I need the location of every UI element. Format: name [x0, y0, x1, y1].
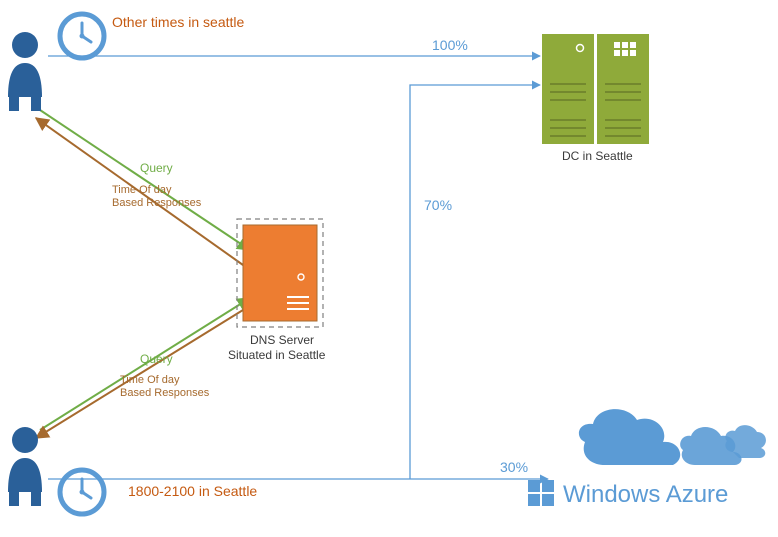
label-azure: Windows Azure: [563, 482, 728, 508]
label-dc: DC in Seattle: [562, 150, 633, 163]
label-tod-top1: Time Of day: [112, 184, 172, 196]
edge-70pct: [410, 85, 540, 479]
clock-top-icon: [60, 14, 104, 58]
label-dns1: DNS Server: [250, 334, 314, 347]
user-top-icon: [8, 32, 42, 111]
label-query-bot: Query: [140, 353, 173, 366]
azure-cloud-icon: [579, 409, 766, 465]
label-other-times: Other times in seattle: [112, 15, 244, 30]
edge-query-top: [40, 110, 250, 250]
label-tod-bot2: Based Responses: [120, 387, 209, 399]
label-100: 100%: [432, 38, 468, 53]
diagram-svg: [0, 0, 778, 537]
clock-bottom-icon: [60, 470, 104, 514]
label-dns2: Situated in Seattle: [228, 349, 325, 362]
dc-icon: [542, 34, 649, 144]
label-tod-bot1: Time Of day: [120, 374, 180, 386]
label-tod-top2: Based Responses: [112, 197, 201, 209]
dns-server-icon: [237, 219, 323, 327]
label-30: 30%: [500, 460, 528, 475]
label-query-top: Query: [140, 162, 173, 175]
user-bottom-icon: [8, 427, 42, 506]
label-peak-time: 1800-2100 in Seattle: [128, 484, 257, 499]
azure-logo-icon: [528, 480, 554, 506]
label-70: 70%: [424, 198, 452, 213]
